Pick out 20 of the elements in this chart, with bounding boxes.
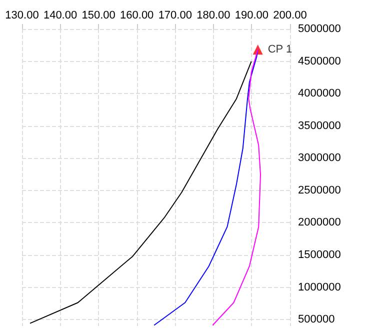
x-tick-label: 200.00 (273, 10, 307, 22)
x-tick-label: 180.00 (196, 10, 230, 22)
y-tick-label: 2000000 (298, 216, 341, 229)
y-tick-label: 5000000 (298, 23, 341, 35)
y-tick-label: 2500000 (298, 184, 341, 196)
x-tick-label: 130.00 (5, 10, 39, 22)
y-tick-label: 4500000 (298, 55, 341, 68)
x-tick-label: 150.00 (82, 10, 116, 22)
y-tick-label: 1500000 (298, 248, 341, 261)
y-tick-label: 3000000 (298, 152, 341, 164)
x-tick-label: 170.00 (158, 10, 192, 22)
y-tick-label: 1000000 (298, 281, 341, 294)
y-tick-label: 4000000 (298, 88, 341, 100)
line-series (30, 60, 252, 324)
x-tick-label: 190.00 (234, 10, 269, 22)
x-tick-label: 140.00 (43, 10, 78, 22)
x-tick-label: 160.00 (120, 10, 154, 22)
y-tick-label: 500000 (298, 314, 335, 326)
series-label: CP 1 (268, 44, 292, 56)
y-tick-label: 3500000 (298, 120, 341, 132)
